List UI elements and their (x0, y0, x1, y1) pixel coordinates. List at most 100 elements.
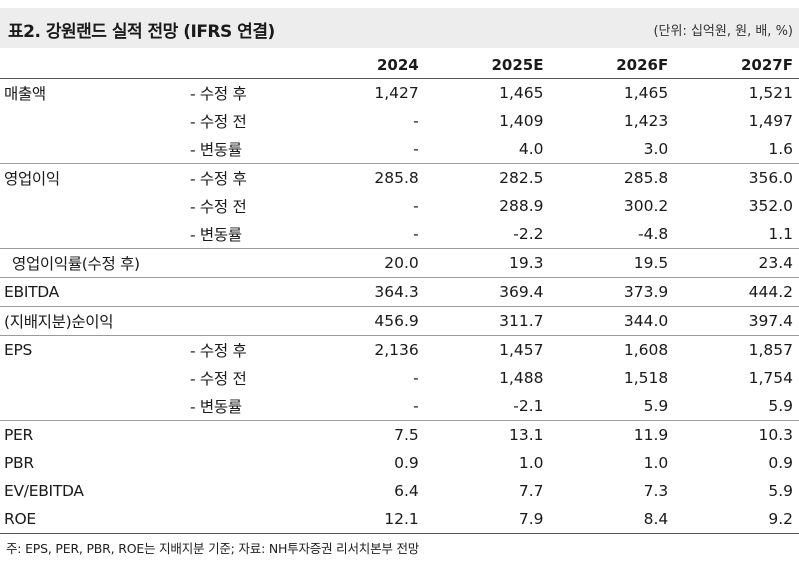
value-cell: 3.0 (549, 135, 675, 164)
value-cell: 1,488 (499, 369, 544, 387)
header-empty (190, 52, 300, 79)
value-cell: 2,136 (374, 341, 419, 359)
row-sublabel (190, 421, 300, 450)
value-cell: 282.5 (499, 169, 544, 187)
table-row: EV/EBITDA 6.4 7.7 7.3 5.9 (0, 477, 799, 505)
row-sublabel: - 변동률 (190, 220, 300, 249)
value-cell: 1,409 (499, 112, 544, 130)
row-sublabel (190, 449, 300, 477)
table-row: PER 7.5 13.1 11.9 10.3 (0, 421, 799, 450)
row-sublabel: - 수정 전 (190, 370, 247, 388)
value-cell: 19.5 (549, 248, 675, 278)
value-cell: 1,465 (623, 84, 669, 102)
value-cell: 13.1 (508, 426, 544, 444)
table-row: - 수정 전 - 1,488 1,518 1,754 (0, 364, 799, 392)
value-cell: 1.6 (674, 135, 799, 164)
value-cell: 8.4 (549, 505, 675, 534)
table-row: - 수정 전 - 1,409 1,423 1,497 (0, 107, 799, 135)
value-cell: 20.0 (300, 248, 425, 278)
row-label (0, 192, 190, 220)
row-label: 매출액 (4, 85, 46, 103)
value-cell: 1.0 (643, 454, 669, 472)
value-cell: 19.3 (424, 248, 550, 278)
value-cell: 1,457 (499, 341, 544, 359)
row-sublabel (190, 248, 300, 278)
table-row: - 변동률 - -2.1 5.9 5.9 (0, 392, 799, 421)
row-sublabel: - 수정 전 (190, 198, 247, 216)
value-cell: 1,427 (374, 84, 419, 102)
value-cell: 369.4 (424, 277, 550, 307)
header-empty (0, 52, 190, 79)
row-label: 영업이익 (4, 170, 60, 188)
table-row: PBR 0.9 1.0 1.0 0.9 (0, 449, 799, 477)
header-year: 2024 (300, 52, 425, 79)
table-row: EPS - 수정 후 2,136 1,457 1,608 1,857 (0, 336, 799, 365)
row-label (0, 220, 190, 249)
value-cell: 4.0 (424, 135, 550, 164)
value-cell: 1,518 (623, 369, 669, 387)
value-cell: 311.7 (424, 306, 550, 336)
footnote: 주: EPS, PER, PBR, ROE는 지배지분 기준; 자료: NH투자… (6, 541, 420, 556)
table-title: 표2. 강원랜드 실적 전망 (IFRS 연결) (8, 22, 275, 42)
table-row: - 수정 전 - 288.9 300.2 352.0 (0, 192, 799, 220)
value-cell: 6.4 (394, 482, 419, 500)
value-cell: - (413, 112, 419, 130)
value-cell: 1.1 (674, 220, 799, 249)
row-label: 영업이익률(수정 후) (0, 248, 190, 278)
value-cell: -2.1 (424, 392, 550, 421)
value-cell: 23.4 (674, 248, 799, 278)
value-cell: 7.3 (643, 482, 669, 500)
value-cell: 5.9 (674, 392, 799, 421)
row-sublabel: - 변동률 (190, 392, 300, 421)
row-label (0, 364, 190, 392)
row-sublabel (190, 277, 300, 307)
value-cell: 444.2 (674, 277, 799, 307)
value-cell: 456.9 (300, 306, 425, 336)
value-cell: 1,857 (748, 341, 793, 359)
header-year: 2027F (674, 52, 799, 79)
value-cell: 1,465 (499, 84, 544, 102)
value-cell: - (300, 135, 425, 164)
value-cell: 373.9 (549, 277, 675, 307)
table-row: 매출액 - 수정 후 1,427 1,465 1,465 1,521 (0, 79, 799, 108)
row-label: EBITDA (0, 277, 190, 307)
row-sublabel: - 수정 후 (190, 342, 247, 360)
forecast-table: 2024 2025E 2026F 2027F 매출액 - 수정 후 1,427 1,4… (0, 52, 799, 534)
value-cell: 5.9 (549, 392, 675, 421)
table-row: ROE 12.1 7.9 8.4 9.2 (0, 505, 799, 534)
row-sublabel: - 수정 전 (190, 113, 247, 131)
value-cell: -2.2 (424, 220, 550, 249)
header-year: 2025E (424, 52, 550, 79)
value-cell: 5.9 (768, 482, 793, 500)
value-cell: 285.8 (623, 169, 669, 187)
value-cell: 7.9 (424, 505, 550, 534)
value-cell: 0.9 (768, 454, 793, 472)
table-row: (지배지분)순이익 456.9 311.7 344.0 397.4 (0, 306, 799, 336)
table-row: - 변동률 -4.0 3.0 1.6 (0, 135, 799, 164)
value-cell: 12.1 (300, 505, 425, 534)
row-sublabel: - 수정 후 (190, 85, 247, 103)
value-cell: 7.7 (518, 482, 544, 500)
value-cell: 364.3 (300, 277, 425, 307)
value-cell: 0.9 (394, 454, 419, 472)
value-cell: - (300, 392, 425, 421)
table-row: 영업이익률(수정 후) 20.0 19.3 19.5 23.4 (0, 248, 799, 278)
value-cell: 1,754 (748, 369, 793, 387)
header-row: 2024 2025E 2026F 2027F (0, 52, 799, 79)
value-cell: 1,497 (748, 112, 793, 130)
value-cell: 10.3 (758, 426, 793, 444)
row-label: (지배지분)순이익 (0, 306, 190, 336)
row-label (0, 135, 190, 164)
row-label: PER (4, 426, 34, 444)
value-cell: - (413, 197, 419, 215)
row-sublabel: - 수정 후 (190, 170, 247, 188)
row-label (0, 392, 190, 421)
row-sublabel (190, 505, 300, 534)
row-label: EV/EBITDA (4, 482, 84, 500)
row-sublabel (190, 477, 300, 505)
value-cell: 288.9 (499, 197, 544, 215)
value-cell: 1,608 (623, 341, 669, 359)
value-cell: 1,521 (748, 84, 793, 102)
table-row: 영업이익 - 수정 후 285.8 282.5 285.8 356.0 (0, 164, 799, 193)
row-sublabel: - 변동률 (190, 135, 300, 164)
